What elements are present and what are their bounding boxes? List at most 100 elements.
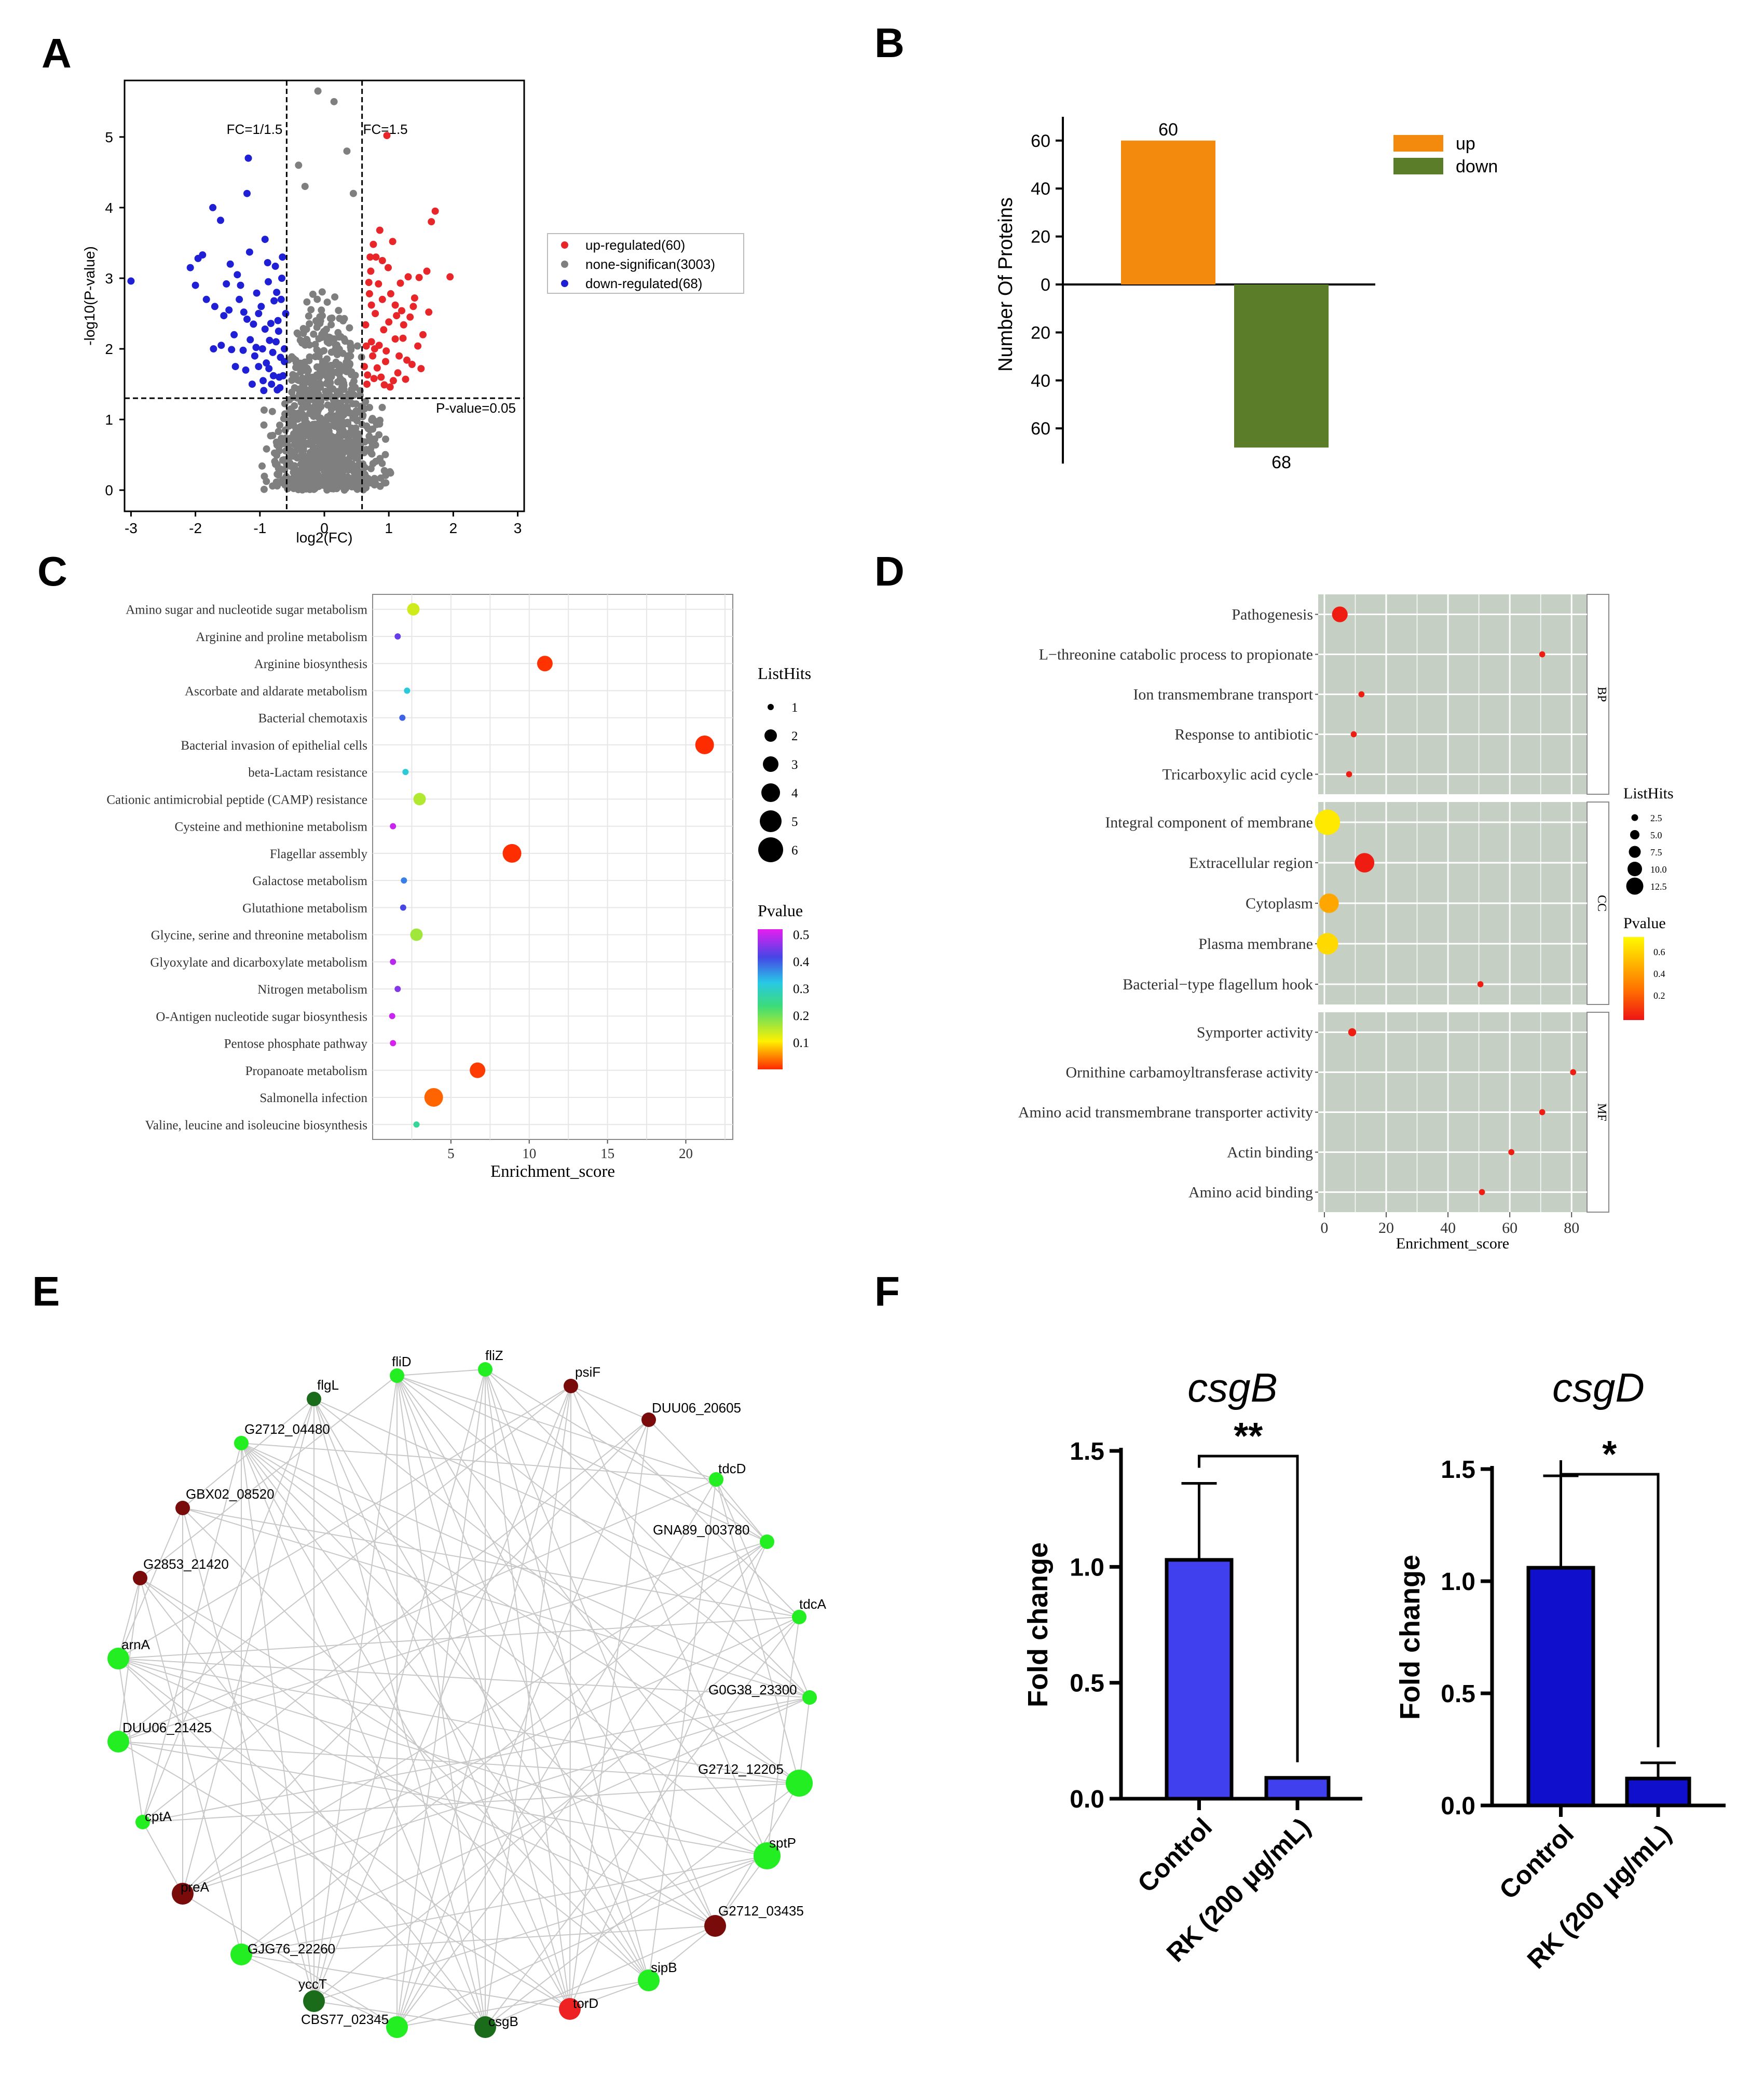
- up-regulated-point: [417, 365, 425, 373]
- term-label: Salmonella infection: [259, 1091, 367, 1105]
- enrichment-bubble: [695, 735, 714, 754]
- nonsignificant-point: [325, 441, 333, 449]
- network-edge: [485, 1925, 716, 2028]
- nonsignificant-point: [352, 409, 360, 417]
- network-edge: [118, 1385, 571, 1742]
- nonsignificant-point: [377, 474, 385, 482]
- nonsignificant-point: [318, 306, 325, 314]
- up-regulated-point: [409, 303, 417, 310]
- up-regulated-point: [415, 274, 423, 281]
- down-regulated-point: [258, 345, 266, 352]
- up-regulated-point: [385, 318, 393, 326]
- nonsignificant-point: [260, 421, 268, 429]
- size-legend-dot: [1631, 814, 1638, 821]
- nonsignificant-point: [318, 331, 326, 338]
- network-edge: [313, 1375, 398, 2002]
- nonsignificant-point: [310, 330, 318, 338]
- down-regulated-point: [257, 303, 265, 310]
- nonsignificant-point: [282, 447, 290, 455]
- nonsignificant-point: [382, 479, 390, 487]
- up-regulated-point: [378, 295, 386, 303]
- y-tick-label: 4: [105, 200, 113, 216]
- network-edge: [396, 1419, 649, 2028]
- up-regulated-point: [393, 312, 401, 320]
- size-legend-label: 3: [791, 758, 798, 772]
- up-regulated-point: [376, 226, 384, 234]
- nonsignificant-point: [371, 476, 379, 483]
- network-edge: [118, 1385, 571, 1659]
- enrichment-bubble: [1319, 893, 1339, 913]
- down-regulated-point: [242, 366, 250, 374]
- nonsignificant-point: [354, 453, 362, 461]
- enrichment-bubble: [1358, 691, 1365, 698]
- y-tick-label: 40: [1031, 179, 1050, 199]
- down-regulated-point: [220, 312, 228, 320]
- y-tick-label: 60: [1031, 419, 1050, 439]
- network-node-preA: [172, 1883, 194, 1905]
- protein-interaction-network: fliD fliZ psiF DUU06_20605 tdcD GNA89_003780t…: [107, 1348, 827, 2038]
- nonsignificant-point: [324, 413, 332, 421]
- nonsignificant-point: [317, 420, 324, 428]
- facet-strip-label: CC: [1595, 895, 1608, 912]
- nonsignificant-point: [298, 339, 306, 347]
- up-regulated-point: [431, 207, 439, 215]
- down-regulated-point: [236, 295, 243, 303]
- network-node-label: G2712_04480: [244, 1421, 330, 1437]
- nonsignificant-point: [347, 343, 355, 351]
- network-edge: [118, 1578, 141, 1659]
- nonsignificant-point: [269, 482, 277, 490]
- nonsignificant-point: [288, 353, 296, 361]
- network-edge: [648, 1479, 717, 1981]
- term-label: beta-Lactam resistance: [248, 766, 367, 780]
- x-tick-label: 15: [600, 1146, 614, 1161]
- down-regulated-point: [261, 236, 269, 243]
- size-legend-label: 6: [791, 844, 798, 858]
- network-node-label: cptA: [145, 1809, 172, 1824]
- nonsignificant-point: [364, 425, 372, 432]
- down-regulated-point: [194, 254, 202, 262]
- network-edge: [313, 2001, 486, 2028]
- down-regulated-point: [266, 336, 274, 344]
- term-label: Arginine biosynthesis: [254, 657, 367, 671]
- network-node-G2712_03435: [704, 1915, 726, 1937]
- nonsignificant-point: [309, 373, 317, 381]
- term-label: Flagellar assembly: [270, 847, 368, 861]
- network-edge: [142, 1398, 314, 1823]
- network-edge: [396, 1385, 571, 2028]
- network-edge: [118, 1578, 141, 1742]
- term-label: Glutathione metabolism: [242, 901, 367, 915]
- nonsignificant-point: [378, 403, 386, 411]
- legend-marker: [561, 241, 568, 249]
- color-legend-title: Pvalue: [1623, 915, 1666, 932]
- down-regulated-point: [239, 346, 247, 354]
- network-node-sipB: [638, 1969, 660, 1991]
- y-axis-label: Fold change: [1394, 1555, 1426, 1720]
- nonsignificant-point: [282, 456, 290, 464]
- nonsignificant-point: [295, 161, 303, 169]
- network-node-GNA89_003780: [760, 1534, 774, 1549]
- significance-marker: *: [1602, 1434, 1617, 1475]
- nonsignificant-point: [289, 371, 297, 378]
- network-edge: [142, 1697, 810, 1823]
- size-legend-label: 12.5: [1650, 881, 1667, 892]
- x-tick-label: 0: [1320, 1219, 1328, 1237]
- network-node-label: DUU06_20605: [652, 1400, 741, 1416]
- bar-treatment: [1264, 1776, 1331, 1801]
- nonsignificant-point: [346, 324, 353, 332]
- down-regulated-point: [265, 278, 272, 286]
- network-node-fliD: [390, 1368, 404, 1383]
- nonsignificant-point: [386, 468, 394, 476]
- nonsignificant-point: [334, 329, 342, 336]
- network-node-DUU06_20605: [641, 1412, 656, 1427]
- network-node-G2853_21420: [133, 1571, 147, 1585]
- network-edge: [142, 1443, 242, 1823]
- up-regulated-point: [364, 371, 372, 379]
- nonsignificant-point: [313, 444, 321, 452]
- up-regulated-point: [372, 310, 379, 317]
- up-regulated-point: [369, 352, 377, 360]
- nonsignificant-point: [318, 288, 326, 296]
- nonsignificant-point: [290, 469, 297, 477]
- size-legend-dot: [768, 704, 774, 710]
